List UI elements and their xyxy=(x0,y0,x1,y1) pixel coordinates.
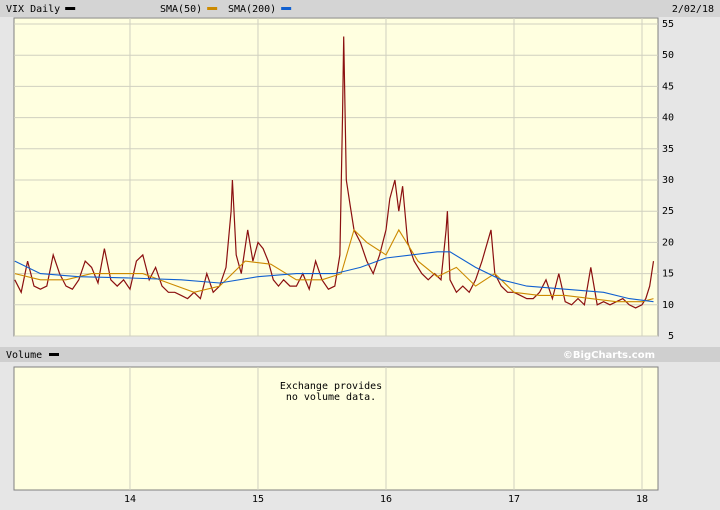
price-panel xyxy=(13,17,659,337)
y-tick-label: 25 xyxy=(662,206,674,217)
series-line xyxy=(14,251,654,303)
x-tick-label: 15 xyxy=(252,494,264,505)
legend-label: SMA(50) xyxy=(160,4,202,15)
credit: ©BigCharts.com xyxy=(563,350,655,361)
volume-swatch xyxy=(49,353,59,356)
x-tick-label: 18 xyxy=(636,494,648,505)
y-tick-label: 20 xyxy=(662,237,674,248)
y-tick-label: 35 xyxy=(662,144,674,155)
y-tick-label: 30 xyxy=(662,175,674,186)
volume-panel xyxy=(13,366,659,491)
y-tick-label: 15 xyxy=(662,269,674,280)
legend-swatch xyxy=(65,7,76,10)
legend-label: VIX Daily xyxy=(6,4,60,15)
y-tick-label: 10 xyxy=(662,300,674,311)
y-tick-label: 50 xyxy=(662,50,674,61)
x-tick-label: 16 xyxy=(380,494,392,505)
y-tick-label: 55 xyxy=(662,19,674,30)
legend-swatch xyxy=(207,7,218,10)
header-bar xyxy=(0,0,720,17)
legend-swatch xyxy=(281,7,292,10)
series-line xyxy=(14,228,654,303)
y-tick-label: 40 xyxy=(662,113,674,124)
volume-message: Exchange provides xyxy=(280,381,382,392)
volume-message: no volume data. xyxy=(286,392,376,403)
series-line xyxy=(14,36,655,309)
date: 2/02/18 xyxy=(672,4,714,15)
x-tick-label: 17 xyxy=(508,494,520,505)
volume-title: Volume xyxy=(6,350,42,361)
y-tick-label: 45 xyxy=(662,81,674,92)
legend-label: SMA(200) xyxy=(228,4,276,15)
volume-bar xyxy=(0,347,720,362)
y-tick-label: 5 xyxy=(668,331,674,342)
x-tick-label: 14 xyxy=(124,494,136,505)
